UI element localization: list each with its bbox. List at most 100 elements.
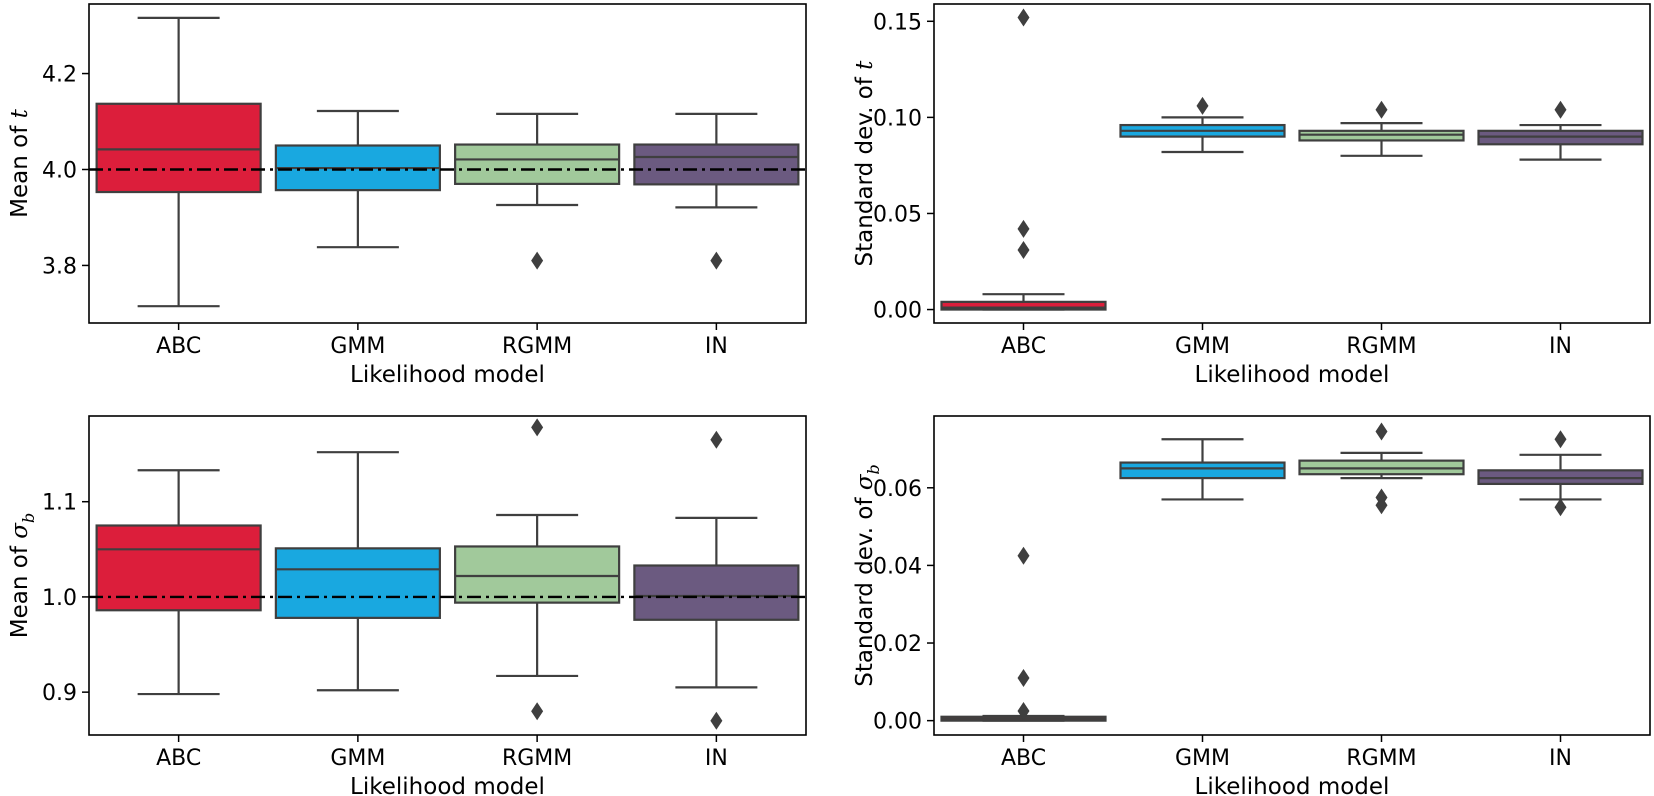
y-axis-label: Standard dev. of t xyxy=(852,60,878,267)
box-body xyxy=(633,564,800,621)
y-axis-label-symbol: σ xyxy=(7,522,33,539)
axes-frame xyxy=(88,415,807,736)
x-tick-label-abc: ABC xyxy=(156,746,201,771)
box-in xyxy=(633,112,800,270)
box-abc xyxy=(95,16,262,308)
y-tick-label: 0.15 xyxy=(873,10,922,35)
outlier-point xyxy=(1017,219,1030,238)
x-tick-label-in: IN xyxy=(705,334,728,359)
y-tick-label: 0.05 xyxy=(873,202,922,227)
x-tick-label-abc: ABC xyxy=(1001,746,1046,771)
y-tick-label: 0.10 xyxy=(873,106,922,131)
box-rgmm xyxy=(1298,422,1465,515)
y-tick-label: 0.00 xyxy=(873,299,922,324)
box-body xyxy=(95,102,262,194)
outlier-point xyxy=(710,711,723,730)
x-tick-label-rgmm: RGMM xyxy=(1346,746,1416,771)
subplot-mean-t: 3.8 4.0 4.2 ABC GMM RGMM IN Likelihood model Mea… xyxy=(7,3,807,388)
outlier-point xyxy=(1554,100,1567,119)
x-tick-label-in: IN xyxy=(1549,334,1572,359)
y-axis-label-text: Standard dev. of xyxy=(852,490,878,687)
x-tick-label-gmm: GMM xyxy=(330,746,385,771)
box-body xyxy=(454,143,621,185)
box-gmm xyxy=(274,451,441,692)
y-tick-label: 0.04 xyxy=(873,554,922,579)
y-tick-label: 0.9 xyxy=(42,681,77,706)
box-body xyxy=(940,300,1107,311)
y-axis-label: Mean of σb xyxy=(7,513,38,638)
outlier-point xyxy=(1554,430,1567,449)
axes-frame xyxy=(933,3,1651,324)
axes-frame xyxy=(933,415,1651,736)
y-axis-label: Mean of t xyxy=(7,108,33,217)
box-in xyxy=(633,430,800,730)
box-rgmm xyxy=(454,112,621,270)
box-gmm xyxy=(1119,438,1286,501)
x-tick-label-in: IN xyxy=(1549,746,1572,771)
box-rgmm xyxy=(454,418,621,721)
outlier-point xyxy=(1017,8,1030,27)
y-axis-label: Standard dev. of σb xyxy=(852,464,883,687)
box-body xyxy=(633,143,800,186)
box-body xyxy=(1119,461,1286,480)
subplot-std-sigma: 0.00 0.02 0.04 0.06 ABC GMM RGMM IN Likelihood m… xyxy=(852,415,1651,796)
y-axis-label-symbol: t xyxy=(852,60,878,70)
outlier-point xyxy=(531,702,544,721)
y-axis-label-symbol: t xyxy=(7,108,33,118)
y-tick-label: 3.8 xyxy=(42,254,77,279)
axes-frame xyxy=(88,3,807,324)
subplot-std-t: 0.00 0.05 0.10 0.15 ABC GMM RGMM IN Likelihood m… xyxy=(852,3,1651,388)
y-axis-label-symbol: σ xyxy=(852,473,878,490)
x-tick-label-rgmm: RGMM xyxy=(502,334,572,359)
y-axis-label-text: Mean of xyxy=(7,118,33,217)
subplot-mean-sigma: 0.9 1.0 1.1 ABC GMM RGMM IN Likelihood model Mea… xyxy=(7,415,807,796)
outlier-point xyxy=(1196,96,1209,115)
x-tick-label-abc: ABC xyxy=(1001,334,1046,359)
y-axis-label-subscript: b xyxy=(864,464,883,474)
box-in xyxy=(1477,430,1644,517)
y-axis-label-text: Mean of xyxy=(7,539,33,638)
outlier-point xyxy=(1017,240,1030,259)
x-axis-label: Likelihood model xyxy=(350,362,545,388)
x-tick-label-rgmm: RGMM xyxy=(1346,334,1416,359)
x-tick-label-in: IN xyxy=(705,746,728,771)
x-axis-label: Likelihood model xyxy=(350,774,545,796)
box-in xyxy=(1477,100,1644,161)
y-tick-label: 0.00 xyxy=(873,710,922,735)
outlier-point xyxy=(1554,498,1567,517)
outlier-point xyxy=(531,418,544,437)
y-tick-label: 1.0 xyxy=(42,586,77,611)
box-abc xyxy=(940,8,1107,311)
box-body xyxy=(454,545,621,604)
y-axis-label-text: Standard dev. of xyxy=(852,70,878,267)
y-tick-label: 4.2 xyxy=(42,63,77,88)
outlier-point xyxy=(531,251,544,270)
y-axis-label-subscript: b xyxy=(19,513,38,523)
outlier-point xyxy=(1375,422,1388,441)
outlier-point xyxy=(1375,100,1388,119)
y-tick-label: 1.1 xyxy=(42,491,77,516)
x-axis-label: Likelihood model xyxy=(1195,774,1390,796)
outlier-point xyxy=(710,430,723,449)
outlier-point xyxy=(1017,546,1030,565)
y-tick-label: 0.02 xyxy=(873,632,922,657)
outlier-point xyxy=(710,251,723,270)
x-tick-label-abc: ABC xyxy=(156,334,201,359)
box-gmm xyxy=(1119,96,1286,154)
x-tick-label-gmm: GMM xyxy=(330,334,385,359)
x-tick-label-gmm: GMM xyxy=(1175,746,1230,771)
x-tick-label-gmm: GMM xyxy=(1175,334,1230,359)
outlier-point xyxy=(1017,701,1030,720)
outlier-point xyxy=(1375,488,1388,507)
box-gmm xyxy=(274,109,441,249)
box-rgmm xyxy=(1298,100,1465,157)
x-axis-label: Likelihood model xyxy=(1195,362,1390,388)
y-tick-label: 0.06 xyxy=(873,477,922,502)
outlier-point xyxy=(1017,668,1030,687)
x-tick-label-rgmm: RGMM xyxy=(502,746,572,771)
box-abc xyxy=(940,546,1107,722)
box-abc xyxy=(95,469,262,696)
y-tick-label: 4.0 xyxy=(42,158,77,183)
box-body xyxy=(274,547,441,619)
